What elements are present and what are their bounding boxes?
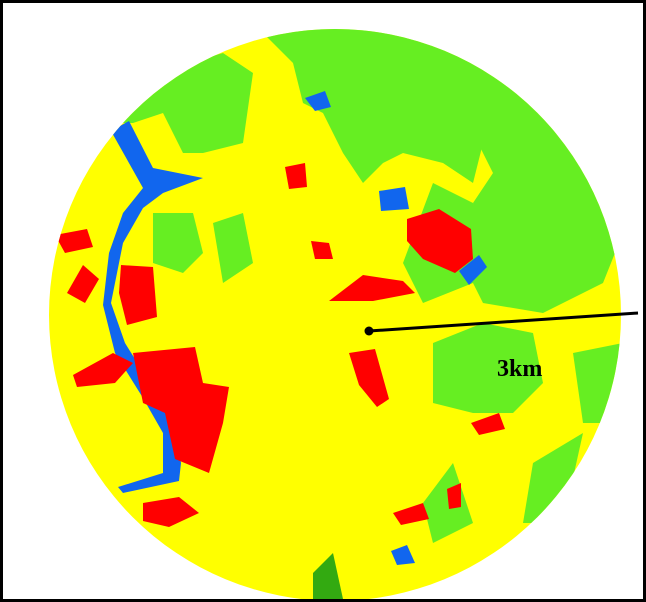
built-up-far-left: [55, 229, 93, 253]
built-up-bottom-2: [447, 483, 461, 509]
scale-label: 3km: [497, 356, 542, 382]
built-up-top-small: [285, 163, 307, 189]
built-up-left-large: [133, 347, 229, 473]
vegetation-patch-top-center: [253, 29, 483, 183]
built-up-center-lower: [349, 349, 389, 407]
vegetation-patch-top-left: [93, 53, 253, 153]
vegetation-patch-left-mid: [213, 213, 253, 283]
built-up-right-small: [471, 413, 505, 435]
vegetation-patch-right-mid: [433, 323, 543, 413]
pond-right: [459, 255, 487, 285]
built-up-center-small: [311, 241, 333, 259]
built-up-upper-right: [407, 209, 473, 273]
built-up-left-1: [67, 265, 99, 303]
pond-upper-right: [379, 187, 409, 211]
vegetation-patch-top-right: [463, 43, 621, 313]
built-up-bottom-left: [143, 497, 199, 527]
pond-top: [305, 91, 331, 111]
river-main: [103, 121, 203, 493]
water-bodies: [103, 91, 487, 565]
land-cover-map: 3km: [49, 29, 639, 599]
built-up-areas: [55, 163, 505, 527]
radius-line: [368, 311, 639, 333]
built-up-center-wedge: [329, 275, 415, 301]
dark-vegetation-patch: [313, 553, 343, 599]
center-point: [364, 326, 374, 336]
built-up-bottom-1: [393, 503, 429, 525]
vegetation-patch-bottom-center: [423, 463, 473, 543]
built-up-left-strip: [73, 353, 133, 387]
built-up-left-2: [119, 265, 157, 325]
vegetation-patch-left-small: [153, 213, 203, 273]
pond-bottom: [391, 545, 415, 565]
